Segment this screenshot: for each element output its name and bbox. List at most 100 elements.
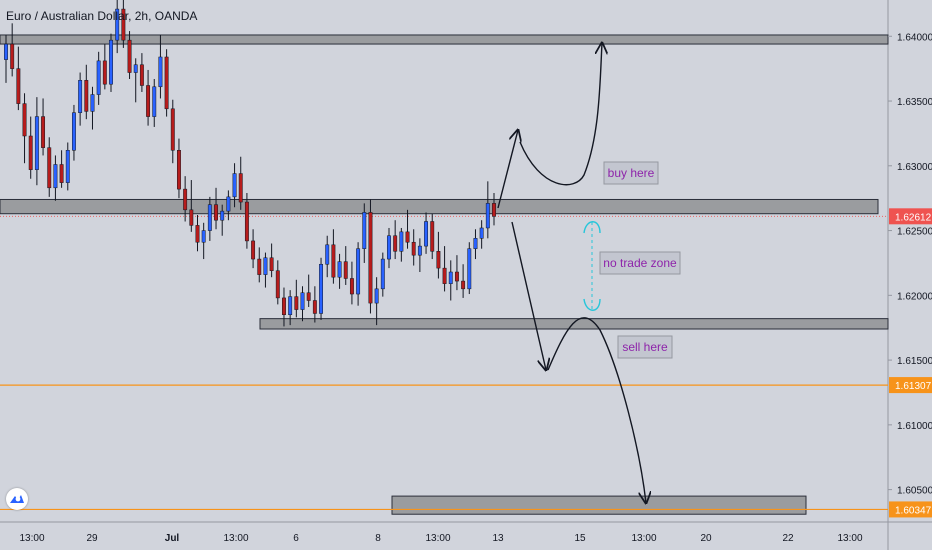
- annotation-arrow[interactable]: [547, 317, 646, 503]
- candle-body[interactable]: [436, 251, 441, 269]
- candle-body[interactable]: [430, 221, 435, 252]
- candle-body[interactable]: [133, 64, 138, 73]
- candle-body[interactable]: [177, 150, 181, 190]
- candle-body[interactable]: [152, 86, 157, 117]
- candle-body[interactable]: [226, 196, 231, 212]
- candle-body[interactable]: [96, 60, 101, 95]
- candle-body[interactable]: [47, 147, 52, 189]
- candle-body[interactable]: [78, 80, 83, 113]
- candle-body[interactable]: [275, 270, 280, 299]
- zone-box[interactable]: [0, 34, 889, 45]
- candle-body[interactable]: [380, 258, 385, 290]
- candle-body[interactable]: [424, 221, 428, 247]
- candle-body[interactable]: [473, 238, 478, 249]
- candle-body[interactable]: [417, 245, 422, 256]
- zone-box[interactable]: [391, 495, 807, 515]
- price-tag[interactable]: [889, 501, 932, 518]
- candle-body[interactable]: [337, 261, 342, 278]
- candle-body[interactable]: [331, 244, 336, 278]
- candle-body[interactable]: [158, 56, 163, 88]
- candle-body[interactable]: [257, 258, 262, 275]
- candle-body[interactable]: [442, 267, 447, 284]
- time-axis-label: 29: [86, 533, 98, 544]
- candle-body[interactable]: [319, 263, 323, 314]
- price-tag[interactable]: [889, 377, 932, 394]
- candle-body[interactable]: [387, 235, 391, 260]
- candle-body[interactable]: [448, 271, 453, 284]
- candle-body[interactable]: [207, 204, 212, 231]
- price-tag[interactable]: [889, 208, 932, 225]
- candle-body[interactable]: [201, 230, 206, 243]
- candle-body[interactable]: [454, 271, 459, 282]
- candle-body[interactable]: [312, 300, 317, 314]
- candle-body[interactable]: [461, 280, 466, 290]
- candle-body[interactable]: [232, 173, 237, 198]
- zone-box[interactable]: [0, 198, 879, 215]
- candle-body[interactable]: [269, 257, 274, 271]
- candle-body[interactable]: [146, 85, 151, 117]
- candle-body[interactable]: [41, 116, 46, 148]
- candle-body[interactable]: [109, 39, 113, 85]
- candle-body[interactable]: [164, 56, 169, 110]
- candle-body[interactable]: [84, 80, 89, 112]
- candle-body[interactable]: [467, 248, 472, 290]
- candle-body[interactable]: [22, 103, 27, 137]
- candle-body[interactable]: [368, 212, 373, 304]
- candle-body[interactable]: [282, 297, 286, 316]
- candle-body[interactable]: [356, 248, 361, 295]
- annotation-arrow[interactable]: [519, 43, 602, 186]
- candle-body[interactable]: [121, 8, 126, 41]
- candle-body[interactable]: [288, 296, 293, 316]
- candle-body[interactable]: [28, 135, 33, 170]
- candle-body[interactable]: [170, 108, 175, 151]
- candle-body[interactable]: [411, 241, 416, 256]
- annotation-label-box[interactable]: [603, 161, 659, 185]
- candle-body[interactable]: [90, 94, 95, 112]
- candle-body[interactable]: [115, 8, 120, 41]
- candle-body[interactable]: [65, 150, 70, 183]
- candle-body[interactable]: [195, 225, 200, 243]
- candle-body[interactable]: [10, 43, 15, 69]
- annotation-label-box[interactable]: [617, 335, 673, 359]
- candle-body[interactable]: [393, 235, 398, 252]
- candle-body[interactable]: [72, 112, 76, 151]
- candle-body[interactable]: [374, 288, 379, 304]
- candle-body[interactable]: [362, 212, 367, 249]
- candle-body[interactable]: [16, 68, 21, 104]
- candle-body[interactable]: [127, 39, 132, 73]
- plot-background[interactable]: [0, 0, 888, 522]
- candle-body[interactable]: [183, 188, 188, 211]
- candle-body[interactable]: [139, 64, 144, 86]
- annotation-arrow[interactable]: [511, 221, 546, 370]
- candle-body[interactable]: [244, 201, 249, 242]
- candle-body[interactable]: [214, 204, 218, 221]
- candle-body[interactable]: [238, 173, 243, 203]
- candle-body[interactable]: [325, 244, 330, 265]
- annotation-arrow[interactable]: [497, 130, 518, 209]
- candle-body[interactable]: [102, 60, 107, 85]
- price-axis-panel[interactable]: [888, 0, 932, 550]
- annotation-label-box[interactable]: [599, 251, 681, 275]
- candle-body[interactable]: [300, 292, 305, 310]
- candle-body[interactable]: [263, 257, 268, 275]
- candle-body[interactable]: [399, 231, 404, 252]
- candle-body[interactable]: [343, 261, 348, 279]
- zone-box[interactable]: [259, 318, 889, 330]
- candle-body[interactable]: [294, 296, 299, 310]
- candle-body[interactable]: [53, 164, 58, 189]
- candle-body[interactable]: [189, 209, 194, 226]
- candle-body[interactable]: [349, 278, 354, 295]
- candle-body[interactable]: [306, 292, 311, 301]
- candle-body[interactable]: [59, 164, 64, 183]
- candle-body[interactable]: [479, 227, 484, 239]
- candle-body[interactable]: [485, 203, 490, 229]
- candle-body[interactable]: [492, 203, 496, 217]
- candle-body[interactable]: [251, 240, 256, 260]
- candle-body[interactable]: [405, 231, 410, 243]
- candle-body[interactable]: [4, 43, 8, 60]
- tradingview-logo-icon[interactable]: [6, 488, 28, 510]
- candle-body[interactable]: [220, 210, 225, 221]
- candle-body[interactable]: [34, 116, 39, 170]
